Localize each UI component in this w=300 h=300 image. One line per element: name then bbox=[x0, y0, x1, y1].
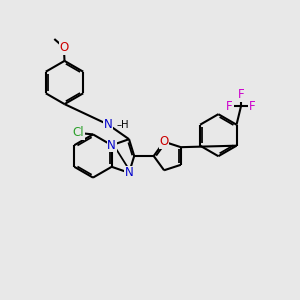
Text: F: F bbox=[249, 100, 256, 112]
Text: O: O bbox=[59, 41, 68, 54]
Text: Cl: Cl bbox=[72, 126, 84, 140]
Text: –H: –H bbox=[116, 119, 129, 130]
Text: O: O bbox=[159, 135, 169, 148]
Text: F: F bbox=[238, 88, 244, 101]
Text: N: N bbox=[107, 139, 116, 152]
Text: N: N bbox=[125, 166, 134, 179]
Text: N: N bbox=[103, 118, 112, 131]
Text: F: F bbox=[226, 100, 233, 112]
